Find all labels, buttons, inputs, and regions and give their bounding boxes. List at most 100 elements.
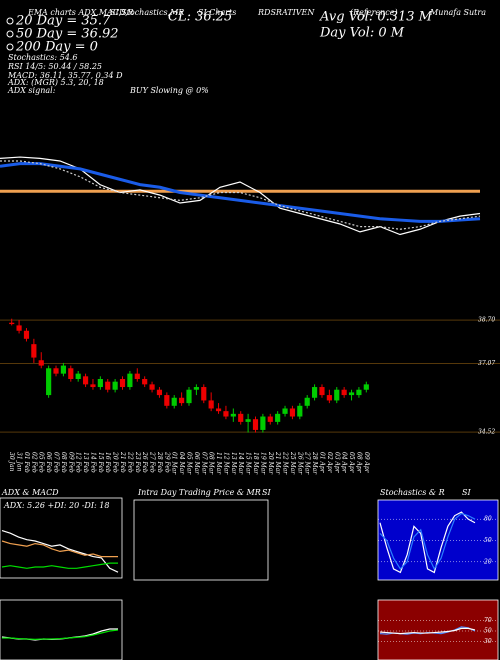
x-tick-label: 15 Mar: [245, 452, 252, 475]
x-tick-label: 20 Mar: [267, 451, 274, 475]
panel-title: Stochastics & R: [380, 488, 445, 497]
panel-title: SI: [262, 488, 271, 497]
candle-body: [9, 322, 15, 325]
candle-body: [142, 379, 148, 385]
candle-body: [75, 373, 81, 379]
candle-body: [319, 387, 325, 396]
x-tick-label: 04 Apr: [341, 452, 348, 474]
candle-body: [334, 389, 340, 401]
candle-body: [127, 373, 133, 388]
x-tick-label: 05 Apr: [348, 452, 355, 474]
x-tick-label: 05 Mar: [186, 452, 193, 475]
x-tick-label: 18 Mar: [252, 452, 259, 475]
x-tick-label: 15 Feb: [97, 452, 104, 473]
header-title: EMA charts ADX,MACD,R: [27, 8, 134, 17]
series-line: [379, 627, 476, 635]
adx-signal-value: BUY Slowing @ 0%: [129, 86, 209, 95]
x-tick-label: 21 Feb: [119, 451, 126, 473]
x-tick-label: 03 Apr: [333, 452, 340, 474]
x-tick-label: 22 Mar: [282, 451, 289, 475]
candle-body: [60, 365, 66, 374]
x-tick-label: 25 Mar: [289, 451, 296, 475]
x-tick-label: 21 Mar: [274, 451, 281, 475]
x-tick-label: 06 Mar: [193, 452, 200, 475]
candle-body: [119, 379, 126, 388]
x-tick-label: 07 Mar: [200, 452, 207, 475]
candle-body: [363, 384, 369, 390]
x-tick-label: 20 Feb: [112, 451, 119, 473]
series-line: [379, 512, 476, 571]
candle-body: [267, 416, 273, 422]
candle-body: [97, 379, 103, 388]
x-tick-label: 31 Jan: [16, 452, 23, 472]
macd: MACD: 36.11, 35.77, 0.34 D: [7, 71, 123, 80]
ema-200: 200 Day = 0: [15, 40, 98, 55]
x-tick-label: 26 Mar: [296, 451, 303, 475]
candle-body: [341, 389, 347, 396]
candle-body: [171, 397, 177, 406]
candle-body: [245, 419, 251, 422]
candle-body: [23, 330, 30, 339]
panel-title: SI: [462, 488, 471, 497]
panel-background: [377, 499, 499, 581]
close-price: CL: 36.25: [168, 10, 232, 25]
x-tick-label: 27 Mar: [304, 451, 311, 475]
x-tick-label: 14 Feb: [89, 452, 96, 473]
candle-body: [326, 395, 332, 401]
y-tick-label: 80: [484, 516, 492, 523]
x-tick-label: 09 Apr: [363, 452, 370, 474]
y-tick-label: 20: [483, 558, 492, 565]
candle-body: [90, 384, 96, 388]
candle-body: [16, 325, 22, 331]
x-tick-label: 04 Mar: [178, 452, 185, 475]
x-tick-label: 08 Feb: [60, 452, 67, 473]
candle-body: [186, 389, 192, 404]
x-tick-label: 13 Feb: [82, 452, 89, 473]
series-line: [2, 629, 119, 641]
x-tick-label: 26 Feb: [141, 451, 148, 473]
series-line: [0, 162, 481, 223]
candle-body: [238, 413, 244, 422]
panel-frame: [133, 499, 269, 581]
candle-body: [193, 387, 199, 390]
candle-body: [179, 397, 185, 404]
candle-body: [38, 360, 44, 366]
y-tick-label: 70: [484, 617, 492, 624]
x-tick-label: 28 Mar: [311, 451, 318, 475]
x-tick-label: 09 Feb: [67, 452, 74, 473]
candle-body: [112, 381, 118, 390]
x-tick-label: 30 Jan: [8, 452, 15, 472]
adx: ADX: (MGR) 5.3, 20, 18: [7, 78, 104, 87]
header-symbol: RDSRATIVEN: [257, 8, 315, 17]
panel-title: Intra Day Trading Price & MR: [137, 488, 261, 497]
candle-body: [105, 381, 111, 390]
y-tick-label: 37.07: [478, 360, 495, 367]
panel-frame: [0, 599, 123, 660]
candle-body: [215, 408, 222, 412]
candle-body: [68, 368, 74, 379]
candle-body: [223, 411, 229, 417]
y-tick-label: 30: [484, 638, 492, 645]
day-volume: Day Vol: 0 M: [319, 26, 405, 41]
avg-volume: Avg Vol: 0.313 M: [319, 10, 433, 25]
x-tick-label: 13 Mar: [230, 452, 237, 475]
x-tick-label: 06 Feb: [45, 452, 52, 473]
ema-50: 50 Day = 36.92: [16, 27, 119, 42]
candle-body: [53, 368, 59, 374]
candle-body: [282, 408, 288, 414]
x-tick-label: 01 Apr: [318, 452, 325, 474]
candle-body: [356, 389, 362, 396]
candle-body: [164, 395, 170, 406]
panel-title: ADX & MACD: [1, 488, 59, 497]
legend-icon: [6, 17, 14, 25]
header-text: Munafa Sutra: [429, 8, 486, 17]
x-tick-label: 16 Feb: [104, 452, 111, 473]
panel-subtitle: ADX: 5.26 +DI: 20 -DI: 18: [3, 501, 109, 510]
x-tick-label: 12 Mar: [222, 452, 229, 475]
candle-body: [208, 400, 214, 409]
y-tick-label: 34.52: [478, 429, 495, 436]
candle-body: [149, 384, 155, 390]
y-tick-label: 50: [484, 628, 492, 635]
candle-body: [46, 368, 52, 396]
